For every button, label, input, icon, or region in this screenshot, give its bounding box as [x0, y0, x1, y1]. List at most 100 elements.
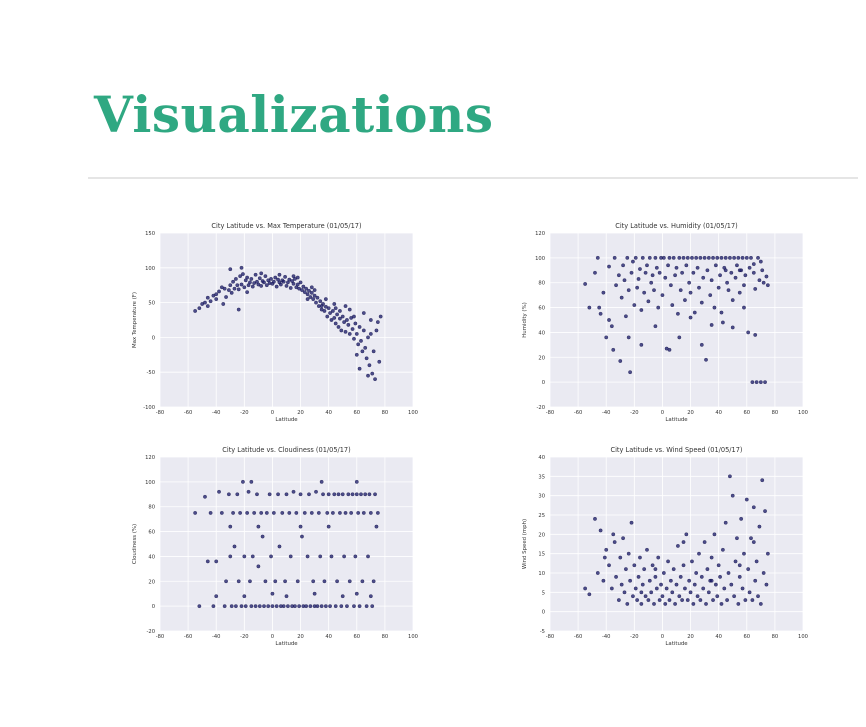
- data-point: [728, 256, 732, 260]
- data-point: [305, 292, 310, 297]
- data-point: [332, 316, 337, 320]
- data-point: [732, 594, 736, 599]
- data-point: [319, 480, 324, 484]
- data-point: [647, 256, 652, 260]
- data-point: [333, 604, 338, 608]
- data-point: [692, 310, 697, 315]
- x-tick-label: 20: [687, 634, 694, 640]
- data-point: [746, 330, 751, 335]
- data-point: [673, 602, 677, 606]
- data-point: [737, 563, 742, 568]
- x-tick-label: -20: [240, 410, 248, 416]
- data-point: [691, 270, 696, 275]
- y-tick-label: -50: [147, 370, 155, 376]
- data-point: [733, 559, 738, 564]
- data-point: [729, 270, 734, 275]
- data-point: [662, 571, 666, 575]
- data-point: [228, 283, 233, 288]
- data-point: [758, 259, 763, 264]
- data-point: [293, 604, 297, 608]
- x-tick-label: 0: [661, 634, 664, 640]
- x-tick-label: -80: [546, 410, 554, 416]
- data-point: [214, 292, 219, 297]
- chart-title: City Latitude vs. Humidity (01/05/17): [615, 222, 738, 230]
- data-point: [662, 256, 666, 260]
- data-point: [366, 335, 370, 340]
- data-point: [626, 335, 631, 340]
- chart-latitude-vs-cloudiness: -80 -60 -40 -20 0 20 40 60 80 100 -20 0 20 40 60 80 100 1…: [118, 442, 433, 682]
- data-point: [709, 278, 714, 283]
- data-point: [361, 511, 366, 515]
- data-point: [357, 604, 362, 608]
- data-point: [677, 256, 682, 260]
- data-point: [252, 511, 257, 515]
- data-point: [205, 295, 210, 300]
- data-point: [722, 586, 727, 591]
- data-point: [350, 492, 355, 497]
- data-point: [224, 295, 228, 299]
- data-point: [604, 547, 609, 552]
- x-tick-label: 60: [743, 634, 750, 640]
- data-point: [726, 571, 731, 575]
- y-tick-label: 40: [538, 330, 545, 336]
- data-point: [766, 551, 770, 556]
- data-point: [667, 347, 672, 352]
- data-point: [687, 578, 691, 583]
- data-point: [677, 335, 682, 340]
- data-point: [242, 554, 247, 559]
- data-point: [256, 564, 261, 569]
- data-point: [704, 602, 708, 606]
- data-point: [376, 320, 380, 324]
- data-point: [723, 268, 728, 273]
- x-tick-label: 60: [743, 410, 750, 416]
- data-point: [714, 263, 718, 268]
- data-point: [624, 567, 628, 571]
- data-point: [640, 582, 645, 587]
- data-point: [364, 356, 369, 361]
- data-point: [749, 256, 753, 260]
- data-point: [652, 288, 656, 293]
- data-point: [371, 349, 376, 354]
- data-point: [298, 492, 303, 497]
- data-point: [654, 265, 659, 270]
- data-point: [619, 582, 624, 587]
- data-point: [681, 540, 686, 544]
- data-point: [222, 604, 227, 608]
- data-point: [343, 511, 348, 515]
- page-title: Visualizations: [94, 85, 494, 144]
- data-point: [721, 320, 725, 325]
- y-tick-label: 60: [538, 306, 545, 312]
- data-point: [706, 590, 711, 595]
- data-point: [315, 295, 320, 300]
- data-point: [295, 579, 300, 584]
- data-point: [653, 575, 658, 579]
- y-tick-label: 100: [145, 480, 155, 486]
- data-point: [612, 256, 617, 260]
- data-point: [236, 307, 241, 312]
- data-point: [653, 256, 658, 260]
- x-tick-label: 60: [353, 410, 360, 416]
- data-point: [656, 305, 661, 310]
- data-point: [318, 554, 323, 559]
- data-point: [269, 277, 273, 281]
- data-point: [660, 594, 665, 599]
- x-axis-label: Latitude: [275, 641, 298, 647]
- data-point: [751, 505, 756, 510]
- data-point: [222, 286, 227, 291]
- data-point: [743, 598, 748, 602]
- x-tick-label: -40: [602, 634, 610, 640]
- data-point: [339, 604, 344, 608]
- data-point: [712, 305, 717, 310]
- data-point: [730, 325, 735, 330]
- data-point: [339, 328, 344, 333]
- data-point: [757, 524, 762, 529]
- data-point: [660, 293, 665, 297]
- data-point: [319, 304, 324, 308]
- y-axis-label: Cloudiness (%): [132, 524, 138, 564]
- data-point: [711, 256, 715, 260]
- data-point: [350, 327, 355, 331]
- data-point: [631, 259, 635, 264]
- data-point: [342, 320, 346, 324]
- data-point: [751, 270, 756, 275]
- x-tick-label: -40: [212, 634, 220, 640]
